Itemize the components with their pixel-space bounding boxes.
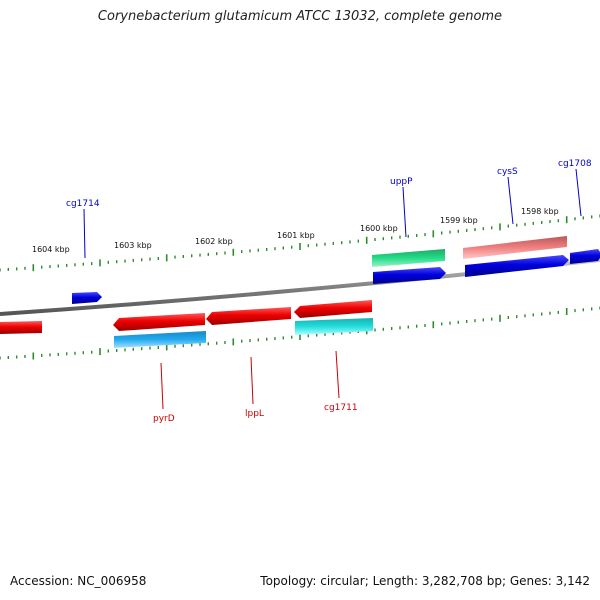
scale-labels: 1604 kbp 1603 kbp 1602 kbp 1601 kbp 1600…	[32, 207, 559, 254]
length-label: Length:	[372, 574, 419, 588]
gene-label-cg1714[interactable]: cg1714	[66, 199, 100, 209]
gene-left-edge-feature[interactable]	[0, 321, 42, 334]
scale-label-1601: 1601 kbp	[277, 231, 315, 240]
cog-cysS-feature[interactable]	[463, 236, 567, 259]
gene-label-cg1711[interactable]: cg1711	[324, 403, 358, 413]
forward-cds-track	[72, 249, 600, 304]
gene-lppL-feature[interactable]	[206, 307, 291, 325]
genes-value: 3,142	[555, 574, 590, 588]
leader-cg1708	[575, 168, 582, 217]
accession-info: Accession: NC_006958	[10, 574, 146, 588]
scale-label-1599: 1599 kbp	[440, 216, 478, 225]
forward-cog-track	[372, 236, 567, 267]
label-leaders	[83, 168, 582, 410]
topology-label: Topology:	[260, 574, 317, 588]
genes-label: Genes:	[509, 574, 552, 588]
gene-label-cg1708[interactable]: cg1708	[558, 159, 592, 169]
gene-label-pyrD[interactable]: pyrD	[153, 414, 175, 424]
leader-uppP	[402, 186, 407, 238]
scale-label-1603: 1603 kbp	[114, 241, 152, 250]
length-value: 3,282,708 bp;	[421, 574, 507, 588]
gene-label-lppL[interactable]: lppL	[245, 409, 264, 419]
accession-label: Accession:	[10, 574, 74, 588]
leader-cysS	[507, 176, 514, 225]
reverse-cds-track	[0, 300, 372, 334]
accession-value: NC_006958	[77, 574, 147, 588]
gene-cysS-feature[interactable]	[465, 255, 569, 277]
map-title: Corynebacterium glutamicum ATCC 13032, c…	[97, 9, 503, 24]
gene-pyrD-feature[interactable]	[113, 313, 205, 331]
leader-cg1714	[83, 208, 86, 259]
genome-summary: Topology: circular; Length: 3,282,708 bp…	[260, 574, 590, 588]
gene-uppP-feature[interactable]	[373, 267, 446, 284]
leader-cg1711	[335, 350, 340, 399]
scale-label-1604: 1604 kbp	[32, 245, 70, 254]
cog-cg1711-feature[interactable]	[295, 318, 373, 335]
gene-cg1711-feature[interactable]	[294, 300, 372, 318]
cog-uppP-feature[interactable]	[372, 249, 445, 267]
cog-pyrD-feature[interactable]	[114, 331, 206, 348]
scale-label-1602: 1602 kbp	[195, 237, 233, 246]
gene-label-uppP[interactable]: uppP	[390, 177, 413, 187]
scale-label-1600: 1600 kbp	[360, 224, 398, 233]
gene-cg1708-feature[interactable]	[570, 249, 600, 264]
leader-lppL	[250, 356, 254, 405]
reverse-cog-track	[114, 318, 373, 348]
scale-tick-rings	[0, 214, 600, 360]
topology-value: circular;	[320, 574, 369, 588]
leader-pyrD	[160, 362, 164, 410]
gene-cg1714-feature[interactable]	[72, 292, 102, 304]
scale-label-1598: 1598 kbp	[521, 207, 559, 216]
gene-labels: cg1714 uppP cysS cg1708 pyrD lppL cg1711	[66, 159, 592, 424]
gene-label-cysS[interactable]: cysS	[497, 167, 518, 177]
